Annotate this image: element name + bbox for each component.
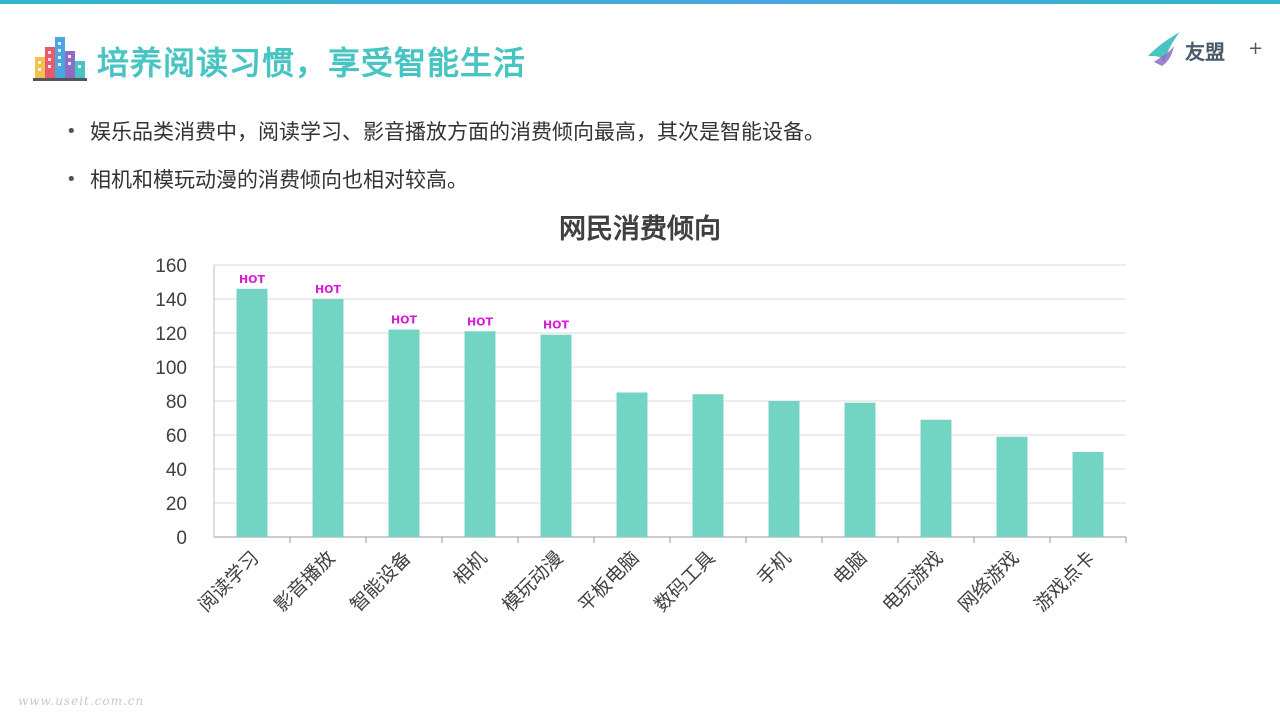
x-tick-label: 数码工具 <box>650 547 719 616</box>
x-tick-label: 模玩动漫 <box>498 547 567 616</box>
bar <box>540 334 572 537</box>
hot-label: HOT <box>239 273 266 286</box>
umeng-logo-icon <box>1148 32 1180 66</box>
hot-label: HOT <box>467 315 494 328</box>
x-tick-label: 电脑 <box>829 547 871 589</box>
bar <box>920 419 952 537</box>
bullet-text: 相机和模玩动漫的消费倾向也相对较高。 <box>90 168 468 192</box>
y-tick-label: 20 <box>166 494 187 515</box>
x-tick-label: 平板电脑 <box>574 547 643 616</box>
bar <box>312 299 344 537</box>
y-tick-label: 120 <box>155 324 187 345</box>
bar <box>692 394 724 537</box>
brand-plus: + <box>1248 38 1264 59</box>
bar <box>236 288 268 537</box>
bullet-text: 娱乐品类消费中，阅读学习、影音播放方面的消费倾向最高，其次是智能设备。 <box>90 120 825 144</box>
watermark: www.useit.com.cn <box>18 694 145 708</box>
bar <box>1072 452 1104 537</box>
bar <box>464 331 496 537</box>
bar <box>616 392 648 537</box>
hot-label: HOT <box>315 283 342 296</box>
y-tick-label: 0 <box>176 528 187 549</box>
page-title: 培养阅读习惯，享受智能生活 <box>97 44 527 82</box>
bullet-dot-icon: • <box>66 121 77 142</box>
y-tick-label: 140 <box>155 290 187 311</box>
x-tick-label: 阅读学习 <box>194 547 263 616</box>
y-tick-label: 160 <box>155 256 187 277</box>
hot-label: HOT <box>391 314 418 327</box>
y-tick-label: 40 <box>166 460 187 481</box>
brand-name: 友盟 <box>1185 40 1225 64</box>
bar <box>768 401 800 537</box>
bar <box>996 436 1028 537</box>
x-tick-label: 相机 <box>449 547 491 589</box>
top-accent-bar <box>0 0 1280 4</box>
bar <box>388 329 420 537</box>
x-tick-label: 游戏点卡 <box>1030 547 1099 616</box>
bullet-item: • 相机和模玩动漫的消费倾向也相对较高。 <box>64 164 825 212</box>
y-tick-label: 80 <box>166 392 187 413</box>
bar <box>844 402 876 537</box>
bullet-dot-icon: • <box>66 169 77 190</box>
x-tick-label: 影音播放 <box>270 547 339 616</box>
x-tick-label: 智能设备 <box>346 547 415 616</box>
x-tick-label: 网络游戏 <box>954 547 1023 616</box>
bullet-item: • 娱乐品类消费中，阅读学习、影音播放方面的消费倾向最高，其次是智能设备。 <box>64 116 825 164</box>
x-tick-label: 电玩游戏 <box>878 547 947 616</box>
chart-title: 网民消费倾向 <box>559 214 721 245</box>
y-tick-label: 100 <box>155 358 187 379</box>
bullet-list: • 娱乐品类消费中，阅读学习、影音播放方面的消费倾向最高，其次是智能设备。 • 相机… <box>64 116 825 212</box>
hot-label: HOT <box>543 319 570 332</box>
city-buildings-icon <box>33 37 87 81</box>
x-tick-label: 手机 <box>753 547 795 589</box>
y-tick-label: 60 <box>166 426 187 447</box>
